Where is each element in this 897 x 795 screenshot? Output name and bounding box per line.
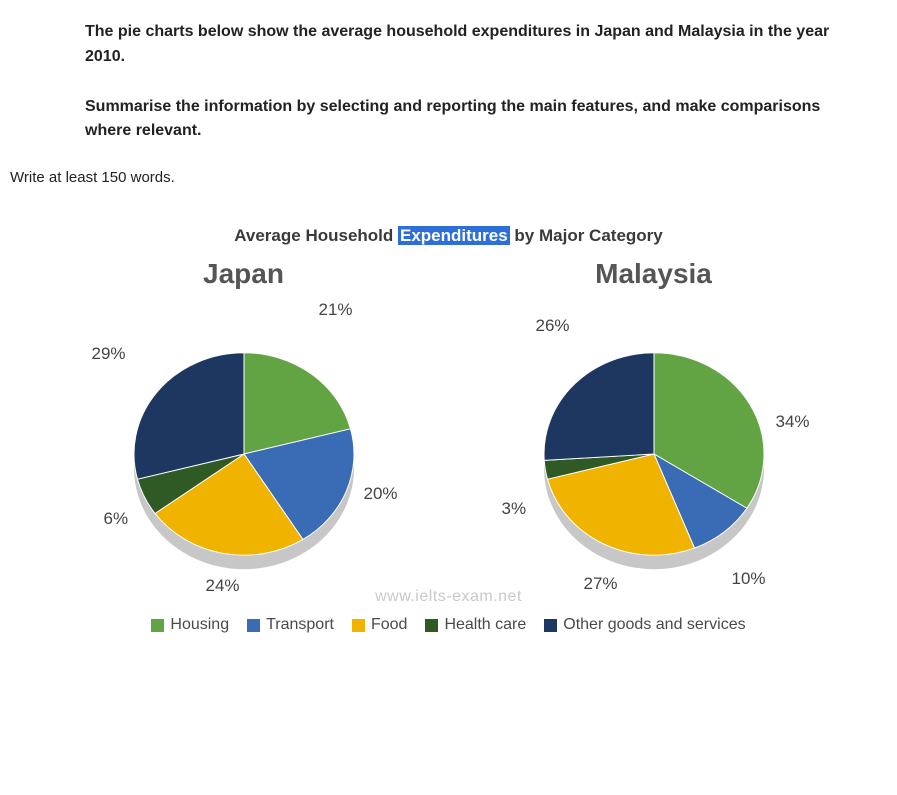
chart-title: Average Household Expenditures by Major …: [10, 226, 887, 246]
pie-chart: [84, 294, 404, 594]
pct-label-other: 26%: [536, 316, 570, 336]
legend-swatch: [151, 619, 164, 632]
pie-title: Malaysia: [494, 258, 814, 290]
chart-col-japan: Japan 21% 20% 24% 6% 29%: [84, 258, 404, 594]
legend-label: Food: [371, 616, 407, 634]
word-minimum-note: Write at least 150 words.: [10, 169, 887, 186]
legend-item: Other goods and services: [544, 616, 745, 634]
chart-title-pre: Average Household: [234, 226, 398, 245]
intro-block: The pie charts below show the average ho…: [10, 20, 887, 144]
pie-wrap: 34% 10% 27% 3% 26%: [494, 294, 814, 594]
chart-col-malaysia: Malaysia 34% 10% 27% 3% 26%: [494, 258, 814, 594]
legend-item: Health care: [425, 616, 526, 634]
legend-label: Transport: [266, 616, 334, 634]
pct-label-health: 6%: [104, 509, 129, 529]
pct-label-housing: 34%: [776, 412, 810, 432]
pct-label-housing: 21%: [319, 300, 353, 320]
pct-label-food: 24%: [206, 576, 240, 596]
intro-para-1: The pie charts below show the average ho…: [85, 20, 857, 70]
intro-para-2: Summarise the information by selecting a…: [85, 95, 857, 145]
legend-swatch: [544, 619, 557, 632]
legend-item: Housing: [151, 616, 229, 634]
legend-item: Transport: [247, 616, 334, 634]
pie-chart: [494, 294, 814, 594]
legend: Housing Transport Food Health care Other goo…: [10, 616, 887, 634]
legend-swatch: [352, 619, 365, 632]
pct-label-transport: 20%: [364, 484, 398, 504]
pie-wrap: 21% 20% 24% 6% 29%: [84, 294, 404, 594]
pct-label-transport: 10%: [732, 569, 766, 589]
legend-label: Health care: [444, 616, 526, 634]
legend-item: Food: [352, 616, 407, 634]
pct-label-food: 27%: [584, 574, 618, 594]
pie-title: Japan: [84, 258, 404, 290]
legend-label: Other goods and services: [563, 616, 745, 634]
legend-swatch: [425, 619, 438, 632]
legend-swatch: [247, 619, 260, 632]
pct-label-health: 3%: [502, 499, 527, 519]
pct-label-other: 29%: [92, 344, 126, 364]
chart-title-highlight: Expenditures: [398, 226, 510, 245]
chart-title-post: by Major Category: [510, 226, 663, 245]
legend-label: Housing: [170, 616, 229, 634]
pie-slice-other: [544, 353, 654, 461]
charts-row: Japan 21% 20% 24% 6% 29% Malaysia 34% 10% 27% 3% 26…: [10, 258, 887, 594]
